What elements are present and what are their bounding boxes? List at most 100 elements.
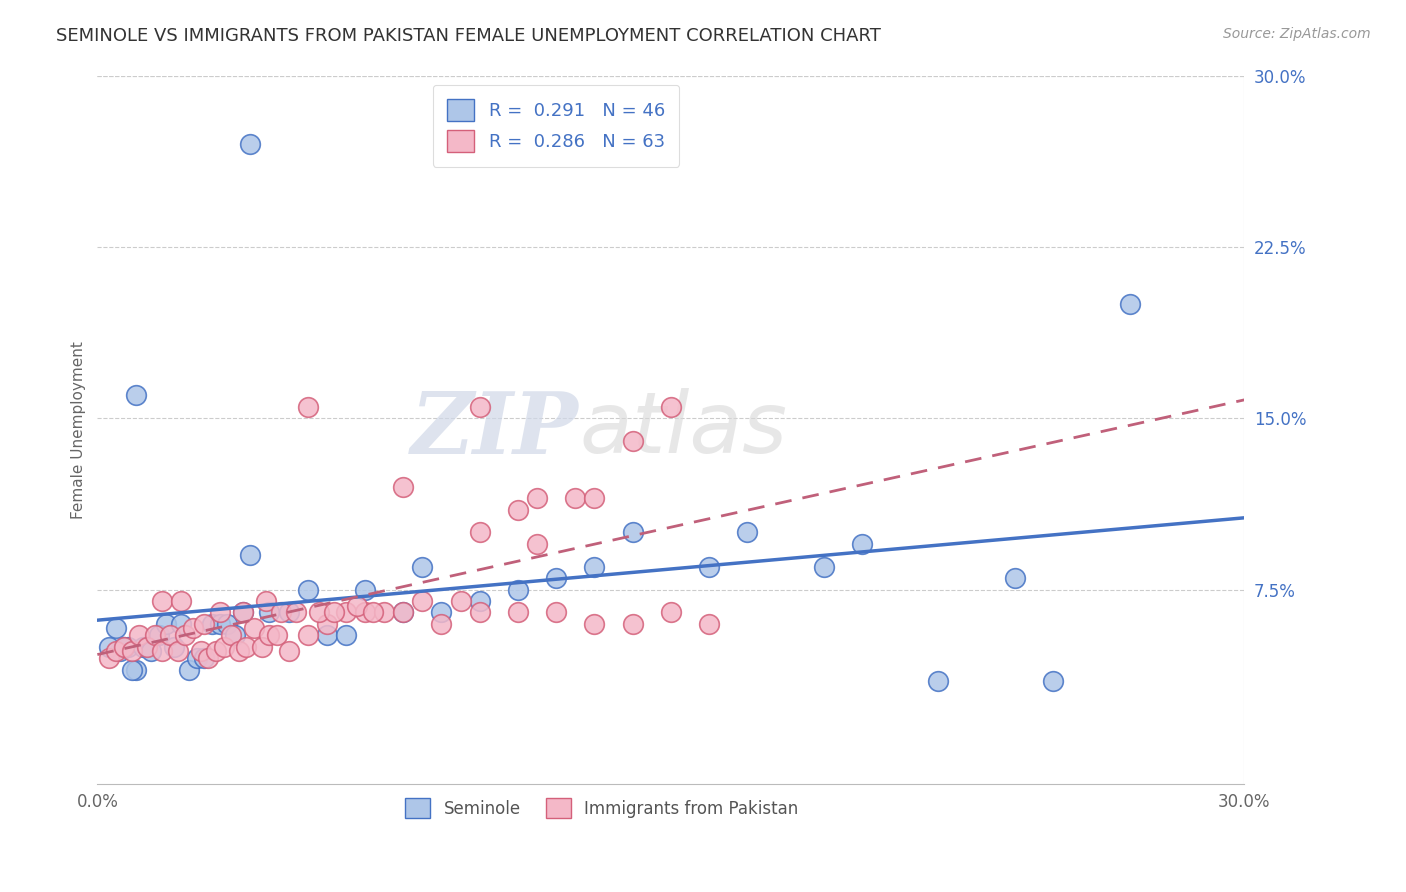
Point bbox=[174, 628, 197, 642]
Point bbox=[136, 640, 159, 654]
Point bbox=[430, 616, 453, 631]
Point bbox=[297, 582, 319, 597]
Point bbox=[277, 644, 299, 658]
Text: ZIP: ZIP bbox=[411, 388, 579, 471]
Point bbox=[335, 628, 357, 642]
Point bbox=[177, 663, 200, 677]
Point bbox=[526, 537, 548, 551]
Point bbox=[659, 606, 682, 620]
Point bbox=[546, 571, 568, 585]
Point bbox=[163, 640, 186, 654]
Point bbox=[621, 434, 644, 448]
Point bbox=[124, 388, 146, 402]
Point bbox=[373, 606, 395, 620]
Point bbox=[308, 606, 330, 620]
Point bbox=[97, 651, 120, 665]
Point bbox=[250, 640, 273, 654]
Point bbox=[228, 644, 250, 658]
Point bbox=[270, 606, 292, 620]
Point bbox=[659, 400, 682, 414]
Point bbox=[139, 644, 162, 658]
Point bbox=[219, 628, 242, 642]
Point bbox=[217, 616, 239, 631]
Point bbox=[851, 537, 873, 551]
Point bbox=[224, 628, 246, 642]
Point bbox=[117, 640, 139, 654]
Point bbox=[193, 616, 215, 631]
Point bbox=[506, 502, 529, 516]
Point bbox=[323, 606, 346, 620]
Point bbox=[354, 606, 377, 620]
Point bbox=[315, 616, 337, 631]
Point bbox=[148, 628, 170, 642]
Point bbox=[297, 400, 319, 414]
Point bbox=[1042, 673, 1064, 688]
Point bbox=[297, 628, 319, 642]
Point bbox=[105, 621, 128, 635]
Point bbox=[159, 628, 181, 642]
Point bbox=[232, 606, 254, 620]
Point bbox=[506, 582, 529, 597]
Point bbox=[392, 606, 415, 620]
Point bbox=[392, 480, 415, 494]
Point bbox=[190, 644, 212, 658]
Point bbox=[208, 616, 231, 631]
Point bbox=[254, 594, 277, 608]
Point bbox=[121, 644, 143, 658]
Point bbox=[621, 616, 644, 631]
Point bbox=[266, 628, 288, 642]
Point bbox=[232, 606, 254, 620]
Point bbox=[583, 616, 606, 631]
Point bbox=[259, 606, 281, 620]
Point bbox=[285, 606, 308, 620]
Point bbox=[235, 640, 257, 654]
Point bbox=[506, 606, 529, 620]
Point bbox=[193, 651, 215, 665]
Text: Source: ZipAtlas.com: Source: ZipAtlas.com bbox=[1223, 27, 1371, 41]
Point bbox=[927, 673, 949, 688]
Point bbox=[239, 549, 262, 563]
Text: SEMINOLE VS IMMIGRANTS FROM PAKISTAN FEMALE UNEMPLOYMENT CORRELATION CHART: SEMINOLE VS IMMIGRANTS FROM PAKISTAN FEM… bbox=[56, 27, 882, 45]
Point bbox=[430, 606, 453, 620]
Point bbox=[208, 606, 231, 620]
Point bbox=[181, 621, 204, 635]
Point bbox=[354, 582, 377, 597]
Point bbox=[212, 640, 235, 654]
Point bbox=[112, 640, 135, 654]
Point bbox=[150, 594, 173, 608]
Point bbox=[564, 491, 586, 505]
Point bbox=[735, 525, 758, 540]
Point bbox=[121, 663, 143, 677]
Point bbox=[697, 616, 720, 631]
Point bbox=[150, 644, 173, 658]
Point bbox=[124, 663, 146, 677]
Point bbox=[112, 640, 135, 654]
Point bbox=[468, 525, 491, 540]
Point bbox=[346, 599, 368, 613]
Point bbox=[315, 628, 337, 642]
Text: atlas: atlas bbox=[579, 388, 787, 471]
Legend: Seminole, Immigrants from Pakistan: Seminole, Immigrants from Pakistan bbox=[399, 791, 806, 825]
Point bbox=[468, 606, 491, 620]
Point bbox=[1004, 571, 1026, 585]
Point bbox=[468, 400, 491, 414]
Point bbox=[411, 559, 433, 574]
Point bbox=[197, 651, 219, 665]
Point bbox=[392, 606, 415, 620]
Point bbox=[259, 628, 281, 642]
Point bbox=[201, 616, 224, 631]
Point bbox=[1118, 297, 1140, 311]
Point bbox=[583, 491, 606, 505]
Point bbox=[166, 644, 188, 658]
Point bbox=[697, 559, 720, 574]
Point bbox=[468, 594, 491, 608]
Point bbox=[583, 559, 606, 574]
Point bbox=[105, 644, 128, 658]
Point bbox=[546, 606, 568, 620]
Point bbox=[411, 594, 433, 608]
Point bbox=[450, 594, 472, 608]
Point bbox=[170, 616, 193, 631]
Point bbox=[132, 640, 155, 654]
Point bbox=[170, 594, 193, 608]
Y-axis label: Female Unemployment: Female Unemployment bbox=[72, 341, 86, 518]
